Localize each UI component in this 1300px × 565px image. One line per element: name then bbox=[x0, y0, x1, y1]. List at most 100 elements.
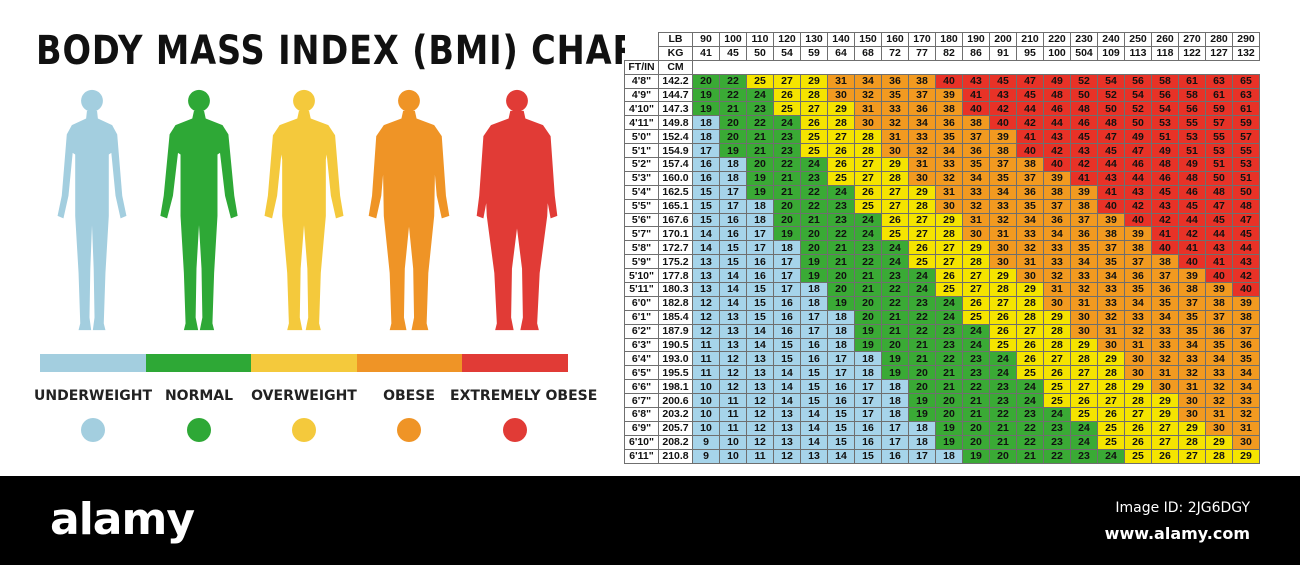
bmi-value-cell: 28 bbox=[908, 198, 936, 214]
height-cm-cell: 149.8 bbox=[658, 115, 693, 131]
bmi-value-cell: 41 bbox=[1178, 240, 1206, 256]
bmi-value-cell: 15 bbox=[719, 254, 747, 270]
weight-lb-header: 260 bbox=[1151, 32, 1179, 47]
weight-lb-header: 150 bbox=[854, 32, 882, 47]
bmi-value-cell: 32 bbox=[854, 87, 882, 103]
bmi-value-cell: 19 bbox=[692, 87, 720, 103]
bmi-value-cell: 17 bbox=[773, 254, 801, 270]
bmi-value-cell: 12 bbox=[746, 420, 774, 436]
bmi-value-cell: 12 bbox=[719, 379, 747, 395]
bmi-value-cell: 47 bbox=[1205, 198, 1233, 214]
bmi-value-cell: 11 bbox=[692, 337, 720, 353]
table-row: 4'9" 144.7 19 22 24 26 28 30 32 35 37 39 41 43 45 48 50 5… bbox=[624, 87, 1260, 103]
bmi-value-cell: 41 bbox=[1151, 226, 1179, 242]
bmi-value-cell: 38 bbox=[1205, 295, 1233, 311]
weight-lb-header: 270 bbox=[1178, 32, 1206, 47]
bmi-value-cell: 13 bbox=[692, 282, 720, 297]
bmi-value-cell: 55 bbox=[1178, 115, 1206, 131]
weight-kg-header: 95 bbox=[1016, 45, 1044, 61]
bmi-value-cell: 12 bbox=[692, 295, 720, 311]
height-ftin-cell: 5'8" bbox=[624, 240, 659, 256]
bmi-value-cell: 39 bbox=[1070, 184, 1098, 200]
bmi-value-cell: 17 bbox=[908, 448, 936, 464]
bmi-value-cell: 37 bbox=[989, 157, 1017, 172]
bmi-value-cell: 12 bbox=[773, 448, 801, 464]
bmi-value-cell: 52 bbox=[1070, 73, 1098, 89]
bmi-value-cell: 27 bbox=[854, 157, 882, 172]
bmi-value-cell: 33 bbox=[1070, 268, 1098, 284]
bmi-value-cell: 45 bbox=[1016, 87, 1044, 103]
height-ftin-cell: 5'9" bbox=[624, 254, 659, 270]
bmi-value-cell: 36 bbox=[935, 115, 963, 131]
table-row: 6'1" 185.4 12 13 15 16 17 18 20 21 22 24 25 26 28 29 30 3… bbox=[624, 309, 1260, 325]
height-ftin-cell: 4'9" bbox=[624, 87, 659, 103]
height-ftin-cell: 4'11" bbox=[624, 115, 659, 131]
bmi-value-cell: 19 bbox=[908, 393, 936, 409]
bmi-value-cell: 30 bbox=[1070, 323, 1098, 339]
bmi-value-cell: 29 bbox=[800, 73, 828, 89]
weight-kg-header: 127 bbox=[1205, 45, 1233, 61]
bmi-value-cell: 50 bbox=[1070, 87, 1098, 103]
bmi-value-cell: 15 bbox=[800, 365, 828, 381]
bmi-value-cell: 34 bbox=[854, 73, 882, 89]
table-row: 5'9" 175.2 13 15 16 17 19 21 22 24 25 27 28 30 31 33 34 3… bbox=[624, 254, 1260, 270]
bmi-value-cell: 45 bbox=[1151, 184, 1179, 200]
weight-lb-header: 280 bbox=[1205, 32, 1233, 47]
height-ftin-cell: 5'6" bbox=[624, 212, 659, 228]
height-cm-cell: 177.8 bbox=[658, 268, 693, 284]
bmi-value-cell: 25 bbox=[1043, 379, 1071, 395]
table-row: 6'3" 190.5 11 13 14 15 16 18 19 20 21 23 24 25 26 28 29 3… bbox=[624, 337, 1260, 353]
header-cm-label: CM bbox=[658, 59, 693, 75]
bmi-value-cell: 18 bbox=[746, 212, 774, 228]
bmi-value-cell: 29 bbox=[908, 184, 936, 200]
bmi-value-cell: 22 bbox=[800, 198, 828, 214]
legend-dot-obese bbox=[397, 418, 421, 442]
bmi-value-cell: 61 bbox=[1232, 101, 1260, 117]
bmi-value-cell: 12 bbox=[692, 309, 720, 325]
bmi-value-cell: 44 bbox=[1232, 240, 1260, 256]
bmi-value-cell: 40 bbox=[1205, 268, 1233, 284]
bmi-value-cell: 57 bbox=[1232, 129, 1260, 145]
bmi-value-cell: 37 bbox=[962, 129, 990, 145]
bmi-value-cell: 12 bbox=[746, 393, 774, 409]
bmi-value-cell: 27 bbox=[908, 212, 936, 228]
bmi-value-cell: 43 bbox=[1205, 240, 1233, 256]
table-row: 6'6" 198.1 10 12 13 14 15 16 17 18 20 21 22 23 24 25 27 2… bbox=[624, 379, 1260, 395]
bmi-value-cell: 17 bbox=[746, 226, 774, 242]
height-cm-cell: 152.4 bbox=[658, 129, 693, 145]
bmi-value-cell: 11 bbox=[719, 393, 747, 409]
bmi-value-cell: 48 bbox=[1151, 157, 1179, 172]
bmi-value-cell: 28 bbox=[854, 143, 882, 159]
bmi-value-cell: 28 bbox=[854, 129, 882, 145]
bmi-value-cell: 15 bbox=[692, 212, 720, 228]
bmi-value-cell: 34 bbox=[989, 184, 1017, 200]
bmi-value-cell: 16 bbox=[800, 351, 828, 367]
bmi-value-cell: 28 bbox=[800, 87, 828, 103]
bmi-value-cell: 17 bbox=[881, 434, 909, 450]
bmi-value-cell: 32 bbox=[1151, 351, 1179, 367]
bmi-value-cell: 40 bbox=[1178, 254, 1206, 270]
bmi-value-cell: 46 bbox=[1124, 157, 1152, 172]
height-ftin-cell: 5'2" bbox=[624, 157, 659, 172]
bmi-value-cell: 51 bbox=[1178, 143, 1206, 159]
bmi-value-cell: 19 bbox=[881, 351, 909, 367]
bmi-value-cell: 29 bbox=[935, 212, 963, 228]
bmi-value-cell: 20 bbox=[773, 212, 801, 228]
bmi-value-cell: 21 bbox=[908, 351, 936, 367]
bmi-value-cell: 18 bbox=[908, 420, 936, 436]
height-ftin-cell: 6'7" bbox=[624, 393, 659, 409]
height-cm-cell: 170.1 bbox=[658, 226, 693, 242]
bmi-value-cell: 18 bbox=[881, 379, 909, 395]
bmi-value-cell: 21 bbox=[854, 282, 882, 297]
extremely-obese-silhouette bbox=[476, 89, 558, 331]
height-ftin-cell: 5'3" bbox=[624, 170, 659, 186]
bmi-value-cell: 25 bbox=[1016, 365, 1044, 381]
bmi-value-cell: 20 bbox=[935, 393, 963, 409]
legend-dot-extremely-obese bbox=[503, 418, 527, 442]
bmi-value-cell: 33 bbox=[1205, 365, 1233, 381]
bmi-value-cell: 36 bbox=[1070, 226, 1098, 242]
bmi-value-cell: 55 bbox=[1232, 143, 1260, 159]
bmi-value-cell: 16 bbox=[773, 323, 801, 339]
bmi-value-cell: 43 bbox=[1151, 198, 1179, 214]
bmi-value-cell: 32 bbox=[935, 170, 963, 186]
